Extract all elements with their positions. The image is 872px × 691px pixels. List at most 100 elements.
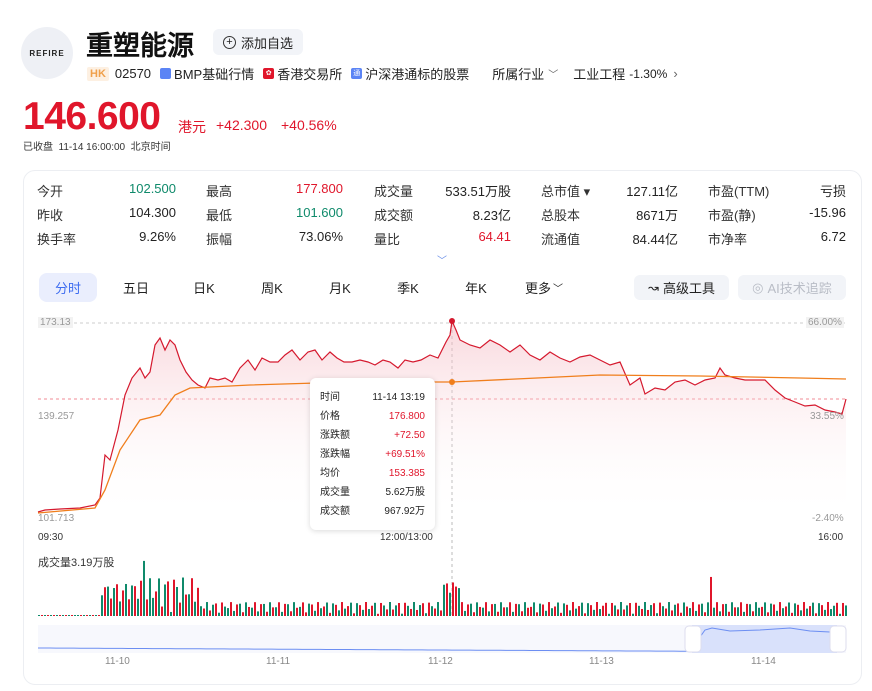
draw-tool-icon: ↝ — [648, 279, 659, 295]
bmp-icon — [160, 68, 172, 79]
currency: 港元 — [178, 119, 206, 135]
stat-label: 振幅 — [206, 232, 233, 247]
x-label-open: 09:30 — [38, 532, 64, 543]
stat-value: -15.96 — [809, 205, 846, 220]
quote-card — [23, 170, 862, 685]
tab-yearly-k[interactable]: 年K — [465, 281, 487, 296]
price-change-pct: +40.56% — [281, 117, 337, 133]
range-handle-left — [684, 625, 702, 653]
y-left-min: 101.713 — [38, 513, 75, 524]
stat-label: 最低 — [206, 208, 233, 223]
range-handle-right — [829, 625, 847, 653]
stat-label: 流通值 — [541, 232, 581, 247]
stat-value: 64.41 — [478, 229, 511, 244]
chart-tooltip: 时间 11-14 13:19 价格 176.800 涨跌额 +72.50 涨跌幅 +69.51… — [310, 378, 435, 530]
stat-value: 9.26% — [139, 229, 176, 244]
stat-label: 总市值 ▾ — [541, 184, 591, 199]
chart-tabs: 分时 五日 日K 周K 月K 季K 年K 更多 ﹀ — [39, 273, 583, 302]
hover-avg-dot — [449, 379, 455, 385]
stat-label: 量比 — [374, 232, 401, 247]
stock-code: 02570 — [114, 66, 152, 81]
ai-tracking-label: AI技术追踪 — [767, 281, 832, 296]
hover-price-dot — [449, 318, 455, 324]
tab-5day[interactable]: 五日 — [122, 281, 149, 296]
chevron-down-icon: ﹀ — [553, 284, 563, 295]
stat-value: 127.11亿 — [626, 184, 678, 199]
chevron-right-icon: › — [673, 66, 678, 81]
tooltip-row: 涨跌额 +72.50 — [320, 430, 425, 441]
exchange-link[interactable]: ✿ 香港交易所 — [263, 64, 342, 83]
stat-value: 84.44亿 — [632, 232, 678, 247]
x-label-midday: 12:00/13:00 — [380, 532, 433, 543]
stat-label: 市盈(静) — [708, 208, 756, 223]
y-left-mid: 139.257 — [38, 411, 75, 422]
connect-link[interactable]: 通沪深港通标的股票 — [351, 64, 469, 83]
y-right-mid: 33.55% — [810, 411, 844, 422]
nav-date: 11-10 — [105, 656, 130, 667]
current-price: 146.600 — [23, 95, 161, 138]
stock-name: 重塑能源 — [86, 31, 194, 61]
exchange-label: 香港交易所 — [277, 67, 343, 82]
tab-intraday[interactable]: 分时 — [39, 273, 97, 302]
nav-date: 11-12 — [428, 656, 453, 667]
industry-label: 所属行业 — [492, 67, 545, 82]
y-right-max: 66.00% — [806, 317, 844, 328]
stat-value: 101.600 — [296, 205, 343, 220]
nav-date: 11-13 — [589, 656, 614, 667]
tooltip-row: 涨跌幅 +69.51% — [320, 449, 425, 460]
stat-label: 换手率 — [37, 232, 77, 247]
plus-circle-icon: + — [223, 35, 236, 49]
add-watchlist-button[interactable]: + 添加自选 — [213, 29, 304, 55]
company-logo: REFIRE — [21, 27, 73, 79]
logo-text: REFIRE — [29, 48, 65, 58]
tab-quarterly-k[interactable]: 季K — [397, 281, 419, 296]
industry-name: 工业工程 — [573, 67, 626, 82]
tooltip-row: 价格 176.800 — [320, 411, 425, 422]
stat-value: 6.72 — [820, 229, 846, 244]
advanced-tools-button[interactable]: ↝ 高级工具 — [634, 275, 729, 300]
stat-value: 102.500 — [129, 181, 176, 196]
connect-icon: 通 — [351, 68, 363, 79]
stat-label: 昨收 — [37, 208, 64, 223]
bmp-label: BMP基础行情 — [174, 67, 255, 82]
tab-daily-k[interactable]: 日K — [193, 281, 215, 296]
tooltip-row: 成交额 967.92万 — [320, 506, 425, 517]
stat-label: 市净率 — [708, 232, 748, 247]
nav-date: 11-11 — [266, 656, 291, 667]
meta-row: HK 02570 BMP基础行情 ✿ 香港交易所 通沪深港通标的股票 所属行业 ﹀ … — [87, 64, 687, 83]
ai-target-icon: ◎ — [752, 279, 764, 295]
industry-dropdown[interactable]: 所属行业 ﹀ — [492, 64, 558, 83]
add-watchlist-label: 添加自选 — [241, 35, 294, 51]
advanced-tools-label: 高级工具 — [662, 281, 715, 296]
market-badge: HK — [87, 66, 109, 81]
expand-stats-chevron-icon[interactable]: ﹀ — [437, 256, 447, 267]
stat-label: 市盈(TTM) — [708, 184, 770, 199]
tab-monthly-k[interactable]: 月K — [329, 281, 351, 296]
tab-more[interactable]: 更多 ﹀ — [515, 273, 573, 302]
stat-label: 成交额 — [374, 208, 414, 223]
volume-label: 成交量3.19万股 — [38, 557, 115, 569]
chevron-down-icon: ﹀ — [548, 70, 559, 81]
stat-value: 亏损 — [819, 184, 846, 199]
y-left-max: 173.13 — [38, 317, 73, 328]
market-status: 已收盘 11-14 16:00:00 北京时间 — [23, 142, 171, 153]
ai-tracking-button[interactable]: ◎ AI技术追踪 — [738, 275, 846, 300]
stat-value: 73.06% — [298, 229, 343, 244]
stat-value: 533.51万股 — [445, 184, 511, 199]
tab-weekly-k[interactable]: 周K — [261, 281, 283, 296]
stat-label: 成交量 — [374, 184, 414, 199]
y-right-min: -2.40% — [812, 513, 844, 524]
tab-more-label: 更多 — [524, 281, 551, 296]
price-change: +42.300 — [216, 117, 267, 133]
bmp-link[interactable]: BMP基础行情 — [160, 64, 254, 83]
nav-date: 11-14 — [751, 656, 776, 667]
stat-label: 今开 — [37, 184, 64, 199]
industry-change: -1.30% — [629, 66, 668, 81]
stat-value: 177.800 — [296, 181, 343, 196]
industry-link[interactable]: 工业工程 -1.30% › — [573, 64, 677, 83]
stat-label: 总股本 — [541, 208, 581, 223]
hk-flag-icon: ✿ — [263, 68, 275, 79]
stat-value: 8671万 — [636, 208, 678, 223]
stat-label: 最高 — [206, 184, 233, 199]
